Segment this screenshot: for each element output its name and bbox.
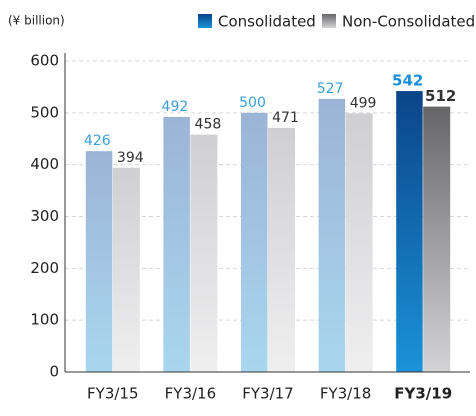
bar: [112, 167, 140, 372]
bar: [268, 127, 295, 373]
legend-swatch: [198, 14, 212, 28]
y-tick-label: 100: [30, 311, 59, 329]
bar: [85, 151, 113, 372]
value-label: 527: [317, 81, 344, 97]
bar: [190, 134, 218, 372]
y-tick-label: 200: [30, 259, 59, 277]
bar: [241, 112, 268, 372]
value-label: 492: [162, 99, 189, 115]
y-tick-label: 300: [30, 207, 59, 225]
legend-label: Non-Consolidated: [342, 13, 475, 31]
value-label: 499: [350, 95, 377, 111]
bar: [163, 116, 190, 372]
bar: [318, 98, 346, 373]
y-tick-label: 400: [30, 155, 59, 173]
value-label: 512: [425, 87, 456, 105]
x-tick-label: FY3/19: [394, 385, 452, 403]
bar: [396, 91, 423, 373]
value-label: 426: [84, 133, 111, 149]
legend-swatch: [322, 14, 336, 28]
value-label: 458: [195, 117, 222, 133]
x-tick-label: FY3/18: [320, 385, 371, 403]
bar: [423, 106, 451, 372]
y-tick-label: 500: [30, 103, 59, 121]
value-label: 471: [272, 110, 299, 126]
value-label: 394: [117, 150, 144, 166]
x-tick-label: FY3/17: [242, 385, 293, 403]
y-tick-label: 0: [49, 363, 59, 381]
value-label: 500: [239, 95, 266, 111]
x-tick-label: FY3/16: [165, 385, 216, 403]
y-tick-label: 600: [30, 52, 59, 70]
unit-label: (¥ billion): [8, 14, 65, 28]
x-tick-label: FY3/15: [87, 385, 138, 403]
legend-label: Consolidated: [218, 13, 316, 31]
value-label: 542: [392, 72, 423, 90]
bar: [345, 113, 373, 372]
